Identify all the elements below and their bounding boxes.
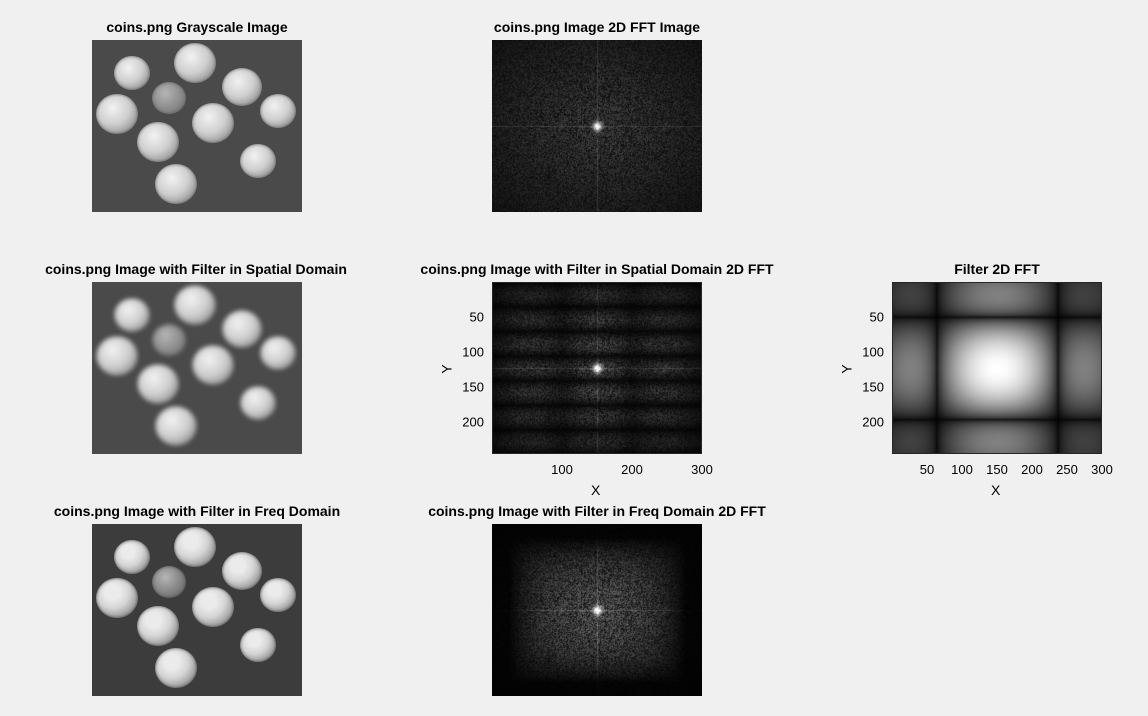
coin xyxy=(96,578,138,618)
coin xyxy=(152,324,186,356)
coin xyxy=(114,56,150,90)
coin xyxy=(155,648,197,688)
coin xyxy=(137,364,179,404)
y-tick-label: 50 xyxy=(444,309,484,324)
y-tick-label: 100 xyxy=(444,344,484,359)
freq-fft-image xyxy=(492,524,702,696)
y-tick-label: 200 xyxy=(444,414,484,429)
coin xyxy=(114,298,150,332)
coin xyxy=(240,628,276,662)
coin xyxy=(174,43,216,83)
axes-frame xyxy=(492,282,702,454)
x-tick-label: 100 xyxy=(951,462,973,477)
y-axis-label: Y xyxy=(439,364,455,373)
axes-frame xyxy=(892,282,1102,454)
y-axis-label: Y xyxy=(839,364,855,373)
coin xyxy=(192,103,234,143)
y-tick-label: 150 xyxy=(444,379,484,394)
coins-spatial-filtered-image xyxy=(92,282,302,454)
y-tick-label: 50 xyxy=(844,309,884,324)
coin xyxy=(260,578,296,612)
coin xyxy=(137,606,179,646)
x-tick-label: 300 xyxy=(1091,462,1113,477)
panel-title-spatial-fft: coins.png Image with Filter in Spatial D… xyxy=(420,261,773,277)
coin xyxy=(96,94,138,134)
coin xyxy=(192,345,234,385)
coin xyxy=(174,285,216,325)
coin xyxy=(155,406,197,446)
x-axis-label: X xyxy=(991,482,1000,498)
coin xyxy=(260,336,296,370)
panel-title-freq-fft: coins.png Image with Filter in Freq Doma… xyxy=(428,503,766,519)
x-tick-label: 300 xyxy=(691,462,713,477)
coins-freq-filtered-image xyxy=(92,524,302,696)
y-tick-label: 150 xyxy=(844,379,884,394)
coin xyxy=(152,566,186,598)
coin xyxy=(96,336,138,376)
x-axis-label: X xyxy=(591,482,600,498)
panel-title-freq-filter: coins.png Image with Filter in Freq Doma… xyxy=(54,503,340,519)
coin xyxy=(137,122,179,162)
coin xyxy=(222,552,262,590)
panel-title-grayscale: coins.png Grayscale Image xyxy=(106,19,287,35)
coin xyxy=(192,587,234,627)
x-tick-label: 100 xyxy=(551,462,573,477)
coins-grayscale-image xyxy=(92,40,302,212)
panel-title-fft: coins.png Image 2D FFT Image xyxy=(494,19,700,35)
coin xyxy=(155,164,197,204)
coin xyxy=(240,386,276,420)
coin xyxy=(240,144,276,178)
coin xyxy=(152,82,186,114)
x-tick-label: 150 xyxy=(986,462,1008,477)
coin xyxy=(222,310,262,348)
x-tick-label: 50 xyxy=(920,462,934,477)
x-tick-label: 250 xyxy=(1056,462,1078,477)
y-tick-label: 200 xyxy=(844,414,884,429)
panel-title-spatial-filter: coins.png Image with Filter in Spatial D… xyxy=(45,261,347,277)
x-tick-label: 200 xyxy=(1021,462,1043,477)
coin xyxy=(260,94,296,128)
coin xyxy=(174,527,216,567)
y-tick-label: 100 xyxy=(844,344,884,359)
fft-image xyxy=(492,40,702,212)
panel-title-filter-fft: Filter 2D FFT xyxy=(954,261,1040,277)
coin xyxy=(222,68,262,106)
x-tick-label: 200 xyxy=(621,462,643,477)
coin xyxy=(114,540,150,574)
